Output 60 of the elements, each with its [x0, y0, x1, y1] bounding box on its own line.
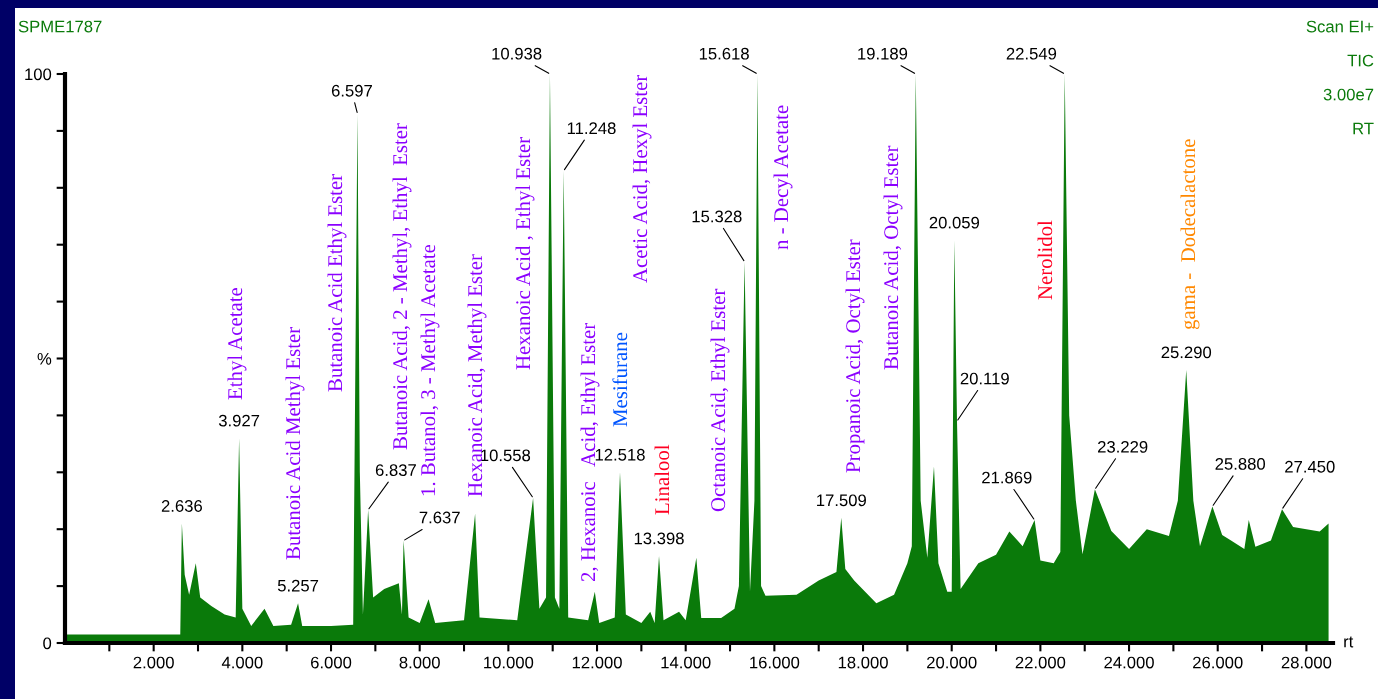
x-tick-label: 16.000 — [750, 656, 800, 669]
x-tick-label: 6.000 — [311, 656, 352, 669]
annotation: 6.597 — [331, 84, 372, 97]
annotation: Hexanoic Acid , Ethyl Ester — [515, 137, 535, 370]
annotation: Ethyl Acetate — [227, 287, 247, 400]
x-tick-label: 18.000 — [838, 656, 888, 669]
annotation: Nerolidol — [1037, 220, 1053, 300]
x-tick-label: 26.000 — [1193, 656, 1243, 669]
annotation: 23.229 — [1098, 440, 1148, 453]
annotation: Butanoic Acid Methyl Ester — [285, 327, 305, 560]
annotation: 25.880 — [1215, 458, 1266, 470]
x-tick-label: 20.000 — [927, 656, 977, 669]
y-tick-label: % — [37, 352, 52, 365]
x-tick-label: 22.000 — [1015, 656, 1066, 669]
text: SPME1787 — [18, 20, 102, 33]
x-axis-title: rt — [1344, 636, 1354, 648]
annotation: 10.558 — [481, 449, 531, 462]
annotation: 6.837 — [375, 464, 416, 476]
annotation: 20.119 — [960, 372, 1009, 385]
annotation: 1. Butanol, 3 - Methyl Acetate — [420, 244, 440, 496]
annotation: Butanoic Acid, Octyl Ester — [883, 145, 903, 370]
annotation: 3.00e7 — [1323, 88, 1374, 101]
annotation: 20.059 — [929, 216, 980, 229]
annotation: Butanoic Acid Ethyl Ester — [327, 174, 347, 392]
annotation: 11.248 — [567, 122, 616, 135]
x-tick-label: 2.000 — [133, 656, 174, 669]
annotation: 2.636 — [161, 500, 202, 512]
annotation: 17.509 — [817, 494, 866, 507]
annotation: 13.398 — [634, 532, 684, 545]
x-tick-label: 4.000 — [221, 656, 263, 669]
text: Scan EI+ — [1306, 20, 1374, 33]
annotation: 7.637 — [419, 511, 460, 524]
annotation: 3.927 — [218, 414, 260, 427]
x-tick-label: 10.000 — [484, 656, 534, 669]
annotation: 5.257 — [277, 579, 319, 592]
x-tick-label: 12.000 — [572, 656, 622, 669]
annotation: Acetic Acid, Hexyl Ester — [632, 74, 652, 283]
x-tick-label: 8.000 — [399, 656, 440, 669]
annotation: gama - Dodecalactone — [1180, 139, 1200, 330]
text: RT — [1353, 122, 1374, 135]
y-tick-label: 100 — [25, 68, 52, 81]
annotation: Propanoic Acid, Octyl Ester — [845, 239, 865, 473]
annotation: Octanoic Acid, Ethyl Ester — [710, 288, 730, 512]
annotation: 10.938 — [492, 47, 542, 60]
y-tick-label: 0 — [43, 637, 52, 650]
x-tick-label: 14.000 — [661, 656, 711, 669]
annotation: 15.618 — [699, 47, 749, 60]
x-tick-label: 28.000 — [1281, 656, 1332, 669]
annotation: n - Decyl Acetate — [773, 105, 793, 250]
annotation: 22.549 — [1006, 47, 1057, 60]
annotation: Linalool — [654, 444, 670, 515]
annotation: 25.290 — [1161, 346, 1212, 359]
annotation: 15.328 — [692, 210, 742, 223]
annotation: 21.869 — [982, 471, 1032, 484]
annotation: Butanoic Acid, 2 - Methyl, Ethyl Ester — [392, 123, 412, 450]
annotation: 27.450 — [1285, 460, 1335, 473]
annotation: 19.189 — [858, 47, 908, 60]
text: TIC — [1347, 54, 1374, 67]
x-tick-label: 24.000 — [1104, 656, 1154, 669]
annotation: Mesifurane — [612, 332, 628, 427]
